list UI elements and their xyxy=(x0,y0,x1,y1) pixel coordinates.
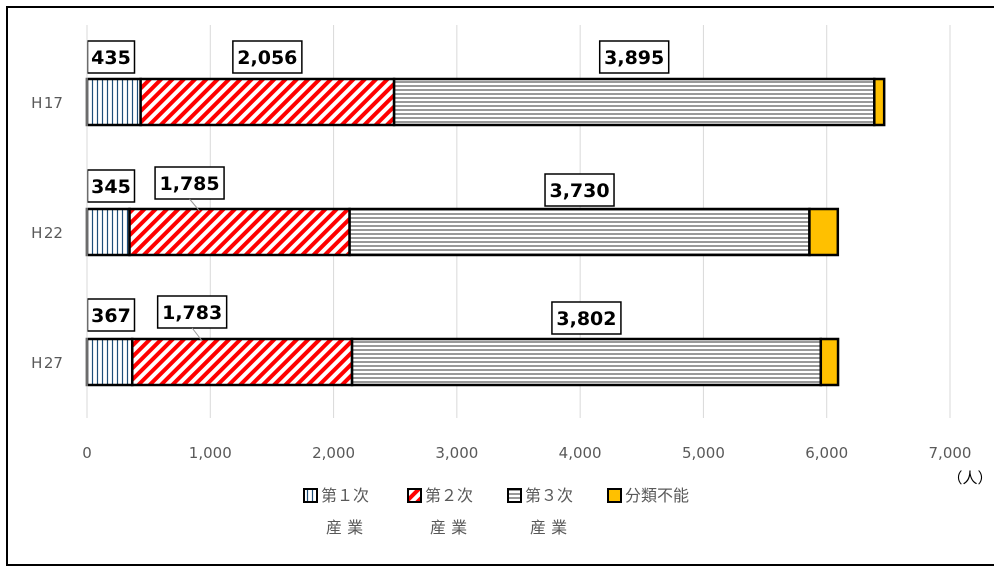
x-tick-label: 6,000 xyxy=(805,444,848,462)
data-label-box xyxy=(551,301,622,335)
y-category-label: H 17 xyxy=(31,94,63,112)
bar-segment xyxy=(873,77,886,127)
bar-segment xyxy=(85,77,142,127)
data-label: 1,783 xyxy=(162,302,222,324)
x-tick-label: 2,000 xyxy=(312,444,355,462)
legend-swatch xyxy=(507,488,522,503)
x-tick-label: 3,000 xyxy=(435,444,478,462)
bar-segment xyxy=(819,337,840,387)
legend-label-line2: 産 業 xyxy=(430,518,467,537)
data-label-box xyxy=(544,173,615,207)
data-label-box xyxy=(154,166,225,200)
x-tick-label: 4,000 xyxy=(559,444,602,462)
bar-segment xyxy=(128,207,351,257)
data-label: 345 xyxy=(91,176,131,198)
unit-label: （人） xyxy=(947,469,992,487)
data-label: 2,056 xyxy=(237,47,297,69)
data-label: 3,730 xyxy=(549,180,609,202)
leader-line xyxy=(191,327,203,342)
bar-segment xyxy=(392,77,876,127)
legend-swatch xyxy=(607,488,622,503)
legend-label: 第１次 xyxy=(321,486,369,505)
legend-label: 分類不能 xyxy=(625,486,689,505)
legend-swatch xyxy=(303,488,318,503)
x-tick-label: 7,000 xyxy=(929,444,972,462)
data-label: 435 xyxy=(91,47,131,69)
legend-label: 第２次 xyxy=(425,486,473,505)
bar-segment xyxy=(130,337,354,387)
x-tick-label: 1,000 xyxy=(189,444,232,462)
y-category-label: H 22 xyxy=(31,224,63,242)
data-label: 367 xyxy=(91,305,131,327)
data-label: 1,785 xyxy=(160,173,220,195)
data-label-box xyxy=(598,40,670,74)
bar-segment xyxy=(808,207,840,257)
legend-swatch xyxy=(407,488,422,503)
x-tick-label: 5,000 xyxy=(682,444,725,462)
legend-label: 第３次 xyxy=(525,486,573,505)
data-label-box xyxy=(86,169,136,203)
bar-segment xyxy=(85,207,131,257)
leader-line xyxy=(189,198,200,212)
bar-segment xyxy=(350,337,823,387)
y-category-label: H 27 xyxy=(31,354,63,372)
bar-segment xyxy=(85,337,134,387)
data-label-box xyxy=(86,40,136,74)
data-label: 3,802 xyxy=(556,308,616,330)
legend-label-line2: 産 業 xyxy=(530,518,567,537)
bar-segment xyxy=(348,207,811,257)
x-tick-label: 0 xyxy=(82,444,92,462)
legend-label-line2: 産 業 xyxy=(326,518,363,537)
data-label: 3,895 xyxy=(604,47,664,69)
data-label-box xyxy=(232,40,303,74)
bar-segment xyxy=(139,77,396,127)
